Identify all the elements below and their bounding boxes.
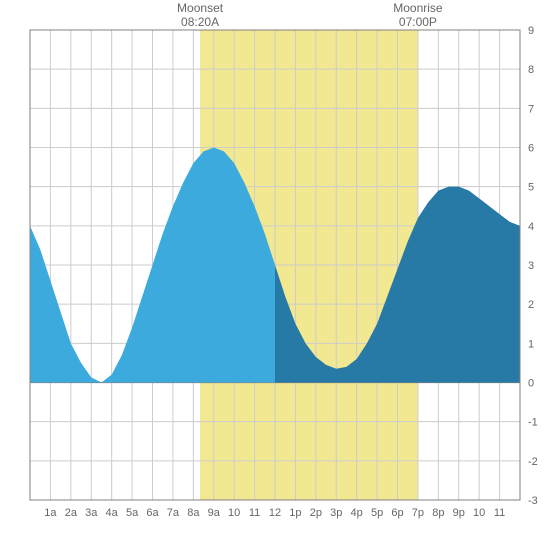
x-tick-label: 4a (106, 507, 119, 519)
x-tick-label: 5p (371, 507, 383, 519)
moonrise-title: Moonrise (393, 1, 443, 15)
y-tick-label: 7 (528, 103, 534, 115)
x-tick-label: 7p (412, 507, 424, 519)
moonrise-time: 07:00P (399, 15, 437, 29)
x-tick-label: 8p (432, 507, 444, 519)
x-tick-label: 11 (249, 507, 260, 519)
x-tick-label: 5a (126, 507, 139, 519)
x-tick-label: 7a (167, 507, 180, 519)
y-tick-label: 2 (528, 299, 534, 311)
x-tick-label: 1p (289, 507, 301, 519)
y-tick-label: 9 (528, 25, 534, 37)
y-tick-label: 3 (528, 260, 534, 272)
x-tick-label: 2a (65, 507, 78, 519)
moonset-title: Moonset (177, 1, 224, 15)
x-tick-label: 3p (330, 507, 342, 519)
x-tick-label: 12 (269, 507, 281, 519)
x-tick-label: 8a (187, 507, 200, 519)
y-tick-label: 6 (528, 143, 534, 155)
x-tick-label: 1a (44, 507, 57, 519)
x-tick-label: 10 (228, 507, 240, 519)
y-tick-label: 4 (528, 221, 534, 233)
x-tick-label: 4p (351, 507, 363, 519)
moonset-time: 08:20A (181, 15, 219, 29)
chart-svg: 1a2a3a4a5a6a7a8a9a1011121p2p3p4p5p6p7p8p… (0, 0, 550, 550)
y-tick-label: -1 (528, 417, 538, 429)
x-tick-label: 10 (473, 507, 485, 519)
x-tick-label: 2p (310, 507, 322, 519)
x-tick-label: 9p (453, 507, 465, 519)
x-tick-label: 3a (85, 507, 98, 519)
x-tick-label: 6a (146, 507, 159, 519)
y-tick-label: 1 (528, 338, 534, 350)
y-tick-label: -2 (528, 456, 538, 468)
x-tick-label: 9a (208, 507, 221, 519)
y-tick-label: -3 (528, 495, 538, 507)
y-tick-label: 5 (528, 182, 534, 194)
x-tick-label: 11 (494, 507, 505, 519)
y-tick-label: 0 (528, 378, 534, 390)
y-tick-label: 8 (528, 64, 534, 76)
x-tick-label: 6p (391, 507, 403, 519)
tide-moon-chart: 1a2a3a4a5a6a7a8a9a1011121p2p3p4p5p6p7p8p… (0, 0, 550, 550)
